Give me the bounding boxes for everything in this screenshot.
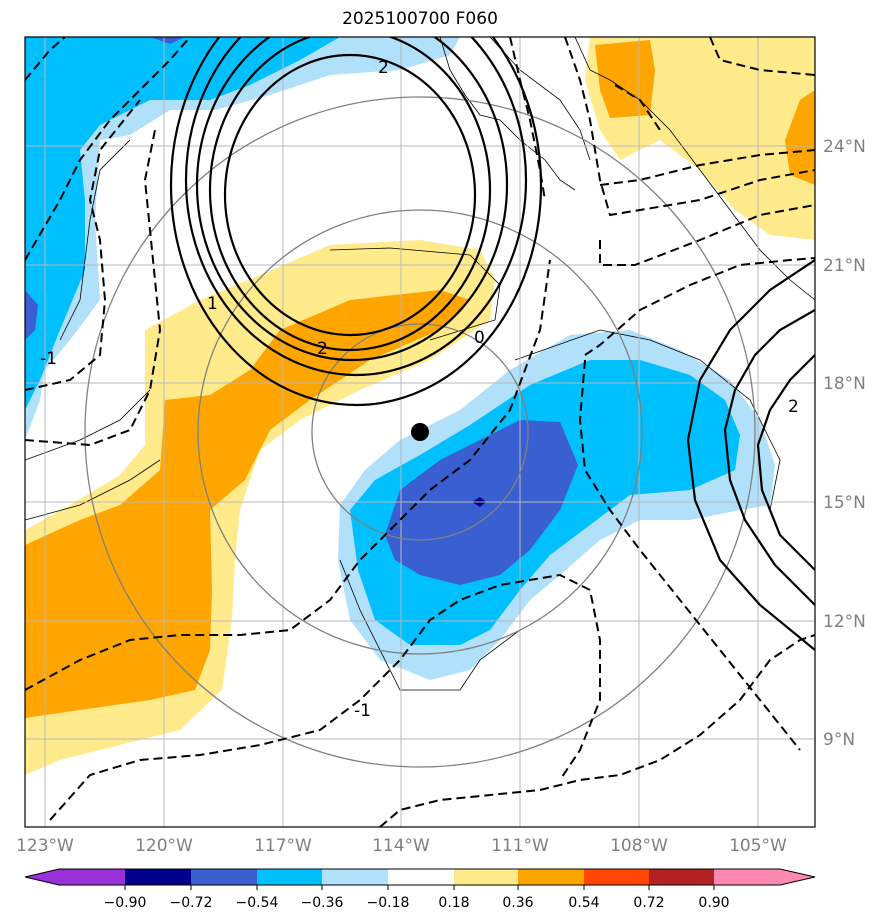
colorbar-cell: [780, 869, 815, 885]
colorbar-tick-label: 0.36: [502, 895, 533, 911]
lat-label: 15°N: [823, 493, 866, 513]
contour-label: 2: [317, 339, 328, 359]
cool-nw-mid: [25, 37, 340, 410]
map-plot-area: 2 1 2 0 -1 2 -1: [25, 37, 815, 827]
lon-label: 120°W: [135, 836, 193, 856]
colorbar-cell: [25, 869, 59, 885]
colorbar-cell: [388, 869, 454, 885]
graticule: [25, 37, 815, 827]
colorbar-cell: [714, 869, 780, 885]
latitude-labels: 9°N 12°N 15°N 18°N 21°N 24°N: [823, 137, 866, 750]
colorbar-cell: [59, 869, 125, 885]
colorbar-cell: [518, 869, 584, 885]
contour-label: -1: [354, 701, 371, 721]
colorbar-ticks: [124, 885, 715, 890]
cool-nw-top: [150, 37, 185, 44]
lon-label: 117°W: [254, 836, 312, 856]
colorbar-cell: [257, 869, 322, 885]
coastline: [25, 37, 815, 691]
range-rings: [84, 96, 756, 768]
longitude-labels: 123°W 120°W 117°W 114°W 111°W 108°W 105°…: [16, 836, 787, 856]
colorbar-tick-label: 0.54: [568, 895, 599, 911]
contour-label: 1: [207, 294, 218, 314]
warm-ne-dark-2: [785, 90, 815, 185]
contour-labels: 2 1 2 0 -1 2 -1: [40, 58, 799, 721]
lat-label: 9°N: [823, 730, 855, 750]
cool-nw-deep: [25, 290, 38, 340]
lat-label: 12°N: [823, 612, 866, 632]
lon-label: 123°W: [16, 836, 74, 856]
lat-label: 24°N: [823, 137, 866, 157]
lon-label: 105°W: [729, 836, 787, 856]
lat-label: 21°N: [823, 256, 866, 276]
lon-label: 108°W: [610, 836, 668, 856]
contour-label: 2: [788, 397, 799, 417]
map-frame: [24, 36, 816, 828]
colorbar-tick-label: −0.72: [170, 895, 213, 911]
colorbar-cell: [322, 869, 388, 885]
colorbar-tick-label: −0.54: [236, 895, 279, 911]
colorbar-tick-label: −0.18: [367, 895, 410, 911]
colorbar-labels: −0.90 −0.72 −0.54 −0.36 −0.18 0.18 0.36 …: [104, 895, 730, 911]
warm-ne-dark-1: [595, 40, 655, 118]
colorbar-outline: [24, 868, 816, 886]
lon-label: 111°W: [491, 836, 549, 856]
colorbar-cell: [454, 869, 518, 885]
negative-contours: [25, 37, 815, 827]
lon-label: 114°W: [372, 836, 430, 856]
lat-label: 18°N: [823, 374, 866, 394]
colorbar-cell: [584, 869, 649, 885]
colorbar: [24, 868, 816, 886]
colorbar-tick-label: 0.90: [698, 895, 729, 911]
contour-label: 2: [378, 58, 389, 78]
page-title: 2025100700 F060: [342, 9, 498, 29]
colorbar-tick-label: −0.90: [104, 895, 147, 911]
colorbar-cell: [125, 869, 191, 885]
colorbar-tick-label: 0.18: [438, 895, 469, 911]
contour-label: -1: [40, 349, 57, 369]
storm-center-marker: [411, 423, 429, 441]
positive-contours: [169, 37, 815, 651]
colorbar-cell: [649, 869, 714, 885]
colorbar-cell: [191, 869, 257, 885]
colorbar-tick-label: 0.72: [633, 895, 664, 911]
contour-label: 0: [474, 328, 485, 348]
colorbar-tick-label: −0.36: [301, 895, 344, 911]
